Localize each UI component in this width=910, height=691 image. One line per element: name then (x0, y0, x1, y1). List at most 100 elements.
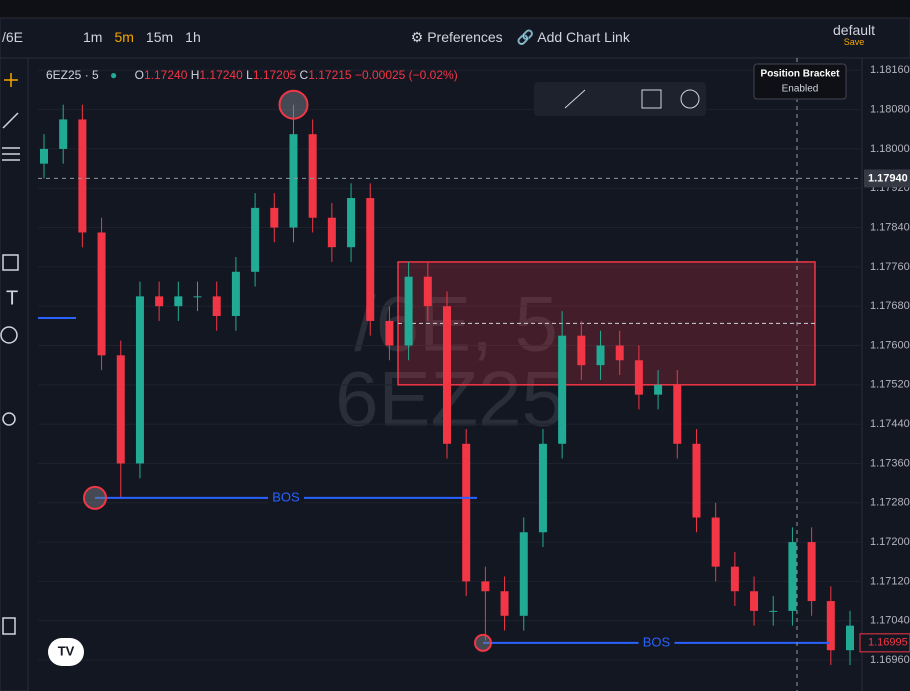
drawing-tools[interactable] (564, 89, 700, 109)
candle-body (596, 345, 605, 366)
add-link[interactable]: 🔗 Add Chart Link (516, 28, 630, 45)
h: 1.17240 (199, 68, 243, 82)
tool-icons (0, 73, 20, 635)
candle-body (385, 320, 394, 346)
y-tick-label: 1.17680 (870, 300, 910, 312)
candle-body (443, 306, 451, 444)
logo[interactable] (48, 638, 84, 666)
h-label: H (190, 68, 200, 82)
y-tick-label: 1.17200 (870, 536, 910, 548)
logo-text: TV (58, 643, 75, 658)
y-tick-label: 1.17840 (870, 221, 910, 233)
layout-name: default (833, 22, 876, 38)
symbol[interactable]: /6E (2, 29, 24, 45)
pivot (278, 89, 309, 120)
l: 1.17205 (252, 68, 297, 82)
toolbar: /6E 1m 5m 15m 1h ⚙ Preferences 🔗 Add Chart … (0, 18, 630, 56)
candle-body (308, 134, 317, 218)
tooltip-title: Position Bracket (761, 69, 841, 80)
candle-body (826, 601, 835, 651)
zone (397, 261, 816, 386)
candle-body (788, 542, 797, 611)
bos-bg (268, 489, 304, 506)
candle-body (538, 443, 547, 533)
y-tick-label: 1.18160 (870, 64, 910, 76)
candle-body (212, 296, 221, 317)
tooltip-status: Enabled (782, 84, 819, 95)
add-link-label: Add Chart Link (537, 28, 630, 45)
pivot (474, 633, 492, 652)
title-strip (0, 0, 910, 18)
candle-body (116, 355, 125, 464)
last-price-label: 1.16995 (868, 637, 908, 649)
candle-body (289, 134, 298, 228)
intervals: 1m 5m 15m 1h (83, 29, 201, 45)
candle-body (692, 443, 701, 518)
candle-body (481, 581, 490, 592)
y-tick-label: 1.17040 (870, 615, 910, 627)
layout[interactable]: default Save (833, 22, 876, 48)
candle-body (769, 610, 778, 612)
candle-body (730, 566, 739, 592)
candle-body (558, 335, 567, 444)
dot: ● (110, 68, 118, 82)
o: 1.17240 (143, 68, 188, 82)
candle-body (807, 542, 816, 602)
y-tick-label: 1.17280 (870, 497, 910, 509)
candle-body (59, 119, 68, 149)
candle-body (577, 335, 586, 366)
pivot (83, 485, 107, 510)
y-tick-label: 1.17440 (870, 418, 910, 430)
left-toolbar (0, 57, 29, 691)
candle-body (193, 296, 202, 298)
candle-body (750, 591, 759, 611)
plot: 1.181601.180801.180001.179201.178401.177… (38, 58, 910, 691)
crosshair-label: 1.17940 (868, 172, 908, 184)
bos-bg (638, 634, 675, 651)
candle-body (423, 276, 432, 307)
y-tick-label: 1.17600 (870, 339, 910, 351)
l-label: L (246, 68, 253, 82)
legend-symbol: 6EZ25 · 5 (46, 68, 99, 82)
candle-body (155, 296, 164, 307)
candle-body (270, 207, 279, 228)
preferences[interactable]: ⚙ Preferences (410, 28, 503, 45)
save[interactable]: Save (843, 37, 865, 47)
candle-body (654, 384, 663, 395)
candle-body (327, 217, 336, 248)
candle-body (97, 232, 106, 356)
top-toolbar (0, 17, 910, 59)
y-tick-label: 1.17760 (870, 261, 910, 273)
legend: 6EZ25 · 5 ● O1.17240 H1.17240 L1.17205 C… (46, 68, 458, 82)
drawing-toolbar (534, 82, 706, 116)
interval[interactable]: 1m (83, 29, 103, 45)
y-tick-label: 1.18080 (870, 104, 910, 116)
candle-body (846, 625, 854, 651)
y-tick-label: 1.18000 (870, 143, 910, 155)
candle-body (135, 296, 144, 464)
c: 1.17215 (308, 68, 352, 82)
crosshair-label-bg (864, 169, 910, 188)
candle-body (40, 148, 48, 164)
candle-body (519, 532, 528, 616)
candle-body (366, 198, 375, 321)
bos-label: BOS (643, 634, 671, 649)
candle-body (615, 345, 624, 361)
text-tool[interactable]: T (6, 287, 18, 309)
y-tick-label: 1.16960 (870, 654, 910, 666)
tooltip (753, 63, 847, 100)
candle-body (711, 517, 720, 567)
preferences-label: Preferences (427, 28, 503, 45)
candle-body (404, 276, 413, 346)
change: −0.00025 (−0.02%) (354, 68, 458, 82)
interval[interactable]: 1h (185, 29, 201, 45)
candle-body (231, 271, 240, 317)
y-tick-label: 1.17120 (870, 575, 910, 587)
interval[interactable]: 15m (145, 29, 174, 45)
candle-body (634, 360, 643, 395)
c-label: C (299, 68, 309, 82)
interval[interactable]: 5m (114, 29, 134, 45)
candle-body (78, 119, 87, 233)
